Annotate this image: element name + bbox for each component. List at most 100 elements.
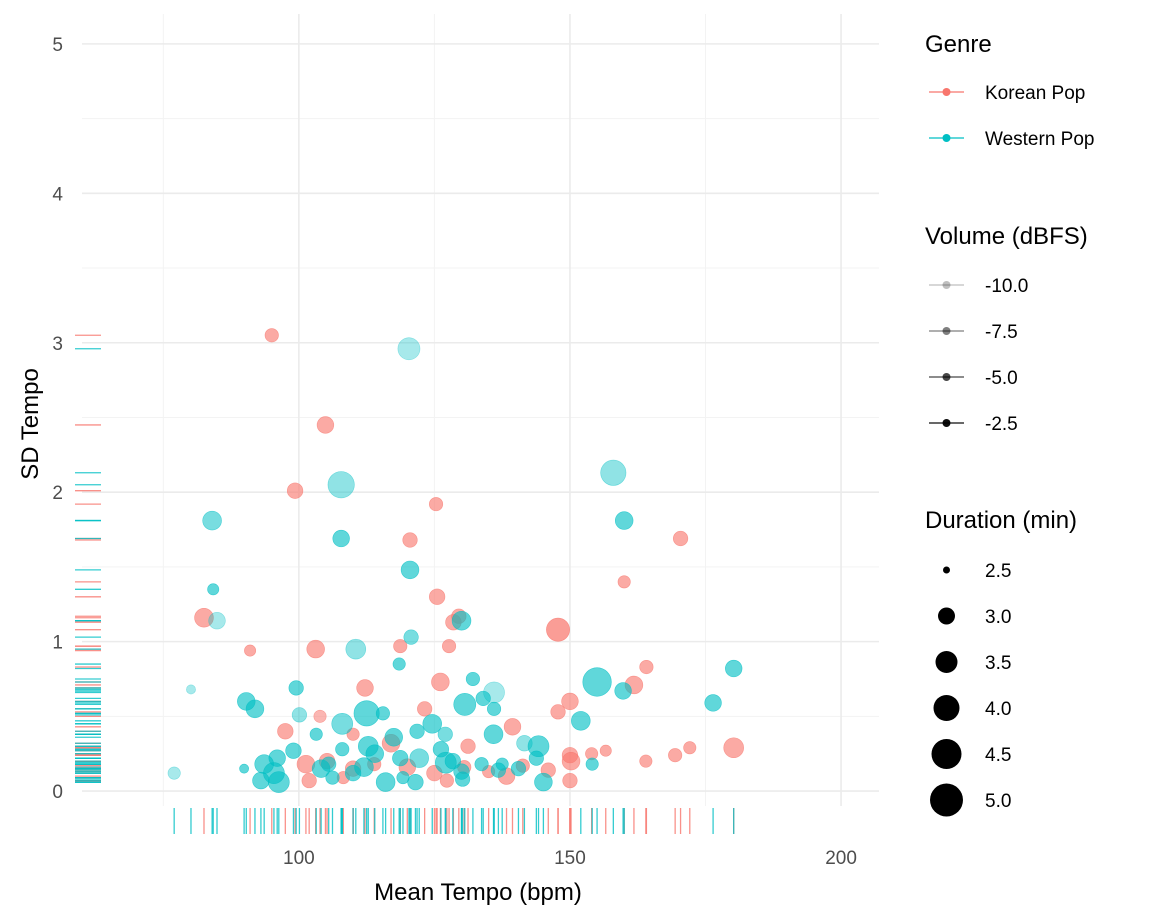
point-korean-pop	[683, 741, 697, 755]
legend-duration-dot	[943, 566, 950, 574]
point-korean-pop	[561, 692, 579, 711]
legend-genre: Genre Korean Pop Western Pop	[925, 31, 1094, 150]
x-axis-ticks: 100 150 200	[283, 848, 857, 869]
point-western-pop	[407, 773, 424, 791]
point-korean-pop	[723, 737, 744, 759]
point-korean-pop	[442, 639, 457, 654]
point-korean-pop	[561, 751, 581, 771]
legend-volume-entry-4: -2.5	[929, 414, 1018, 435]
legend-duration-label: 5.0	[985, 791, 1011, 812]
point-western-pop	[335, 742, 350, 757]
point-korean-pop	[194, 607, 214, 628]
legend-duration-label: 4.0	[985, 699, 1011, 720]
legend-volume-entry-1: -10.0	[929, 276, 1028, 297]
point-western-pop	[288, 680, 304, 696]
legend-duration-entry-3: 3.5	[935, 651, 1011, 674]
point-western-pop	[422, 714, 442, 734]
point-western-pop	[600, 459, 627, 486]
point-western-pop	[483, 724, 504, 745]
point-western-pop	[331, 712, 354, 735]
point-western-pop	[490, 762, 506, 778]
point-western-pop	[327, 471, 355, 499]
legend-duration-label: 3.5	[985, 653, 1011, 674]
point-western-pop	[353, 700, 380, 727]
point-western-pop	[527, 735, 550, 758]
legend-volume-entry-3: -5.0	[929, 368, 1018, 389]
point-western-pop	[325, 770, 340, 785]
legend-duration-title: Duration (min)	[925, 507, 1077, 534]
y-tick-label: 2	[52, 483, 63, 504]
scatter-points	[167, 328, 744, 793]
legend-korean-pop-label: Korean Pop	[985, 83, 1085, 104]
point-korean-pop	[562, 773, 578, 789]
grid-minor	[82, 14, 879, 806]
legend-duration-entry-6: 5.0	[930, 783, 1011, 817]
legend-duration-entry-2: 3.0	[938, 607, 1011, 628]
point-western-pop	[384, 728, 403, 747]
point-western-pop	[392, 657, 406, 671]
point-western-pop	[186, 684, 196, 695]
grid-major	[82, 14, 879, 806]
point-korean-pop	[393, 639, 408, 654]
legend-duration-label: 4.5	[985, 745, 1011, 766]
x-tick-label: 200	[825, 848, 857, 869]
legend-volume-label: -2.5	[985, 414, 1018, 435]
point-western-pop	[434, 751, 457, 774]
legend-duration-label: 2.5	[985, 561, 1011, 582]
point-korean-pop	[439, 773, 454, 788]
point-korean-pop	[431, 672, 450, 692]
y-tick-label: 3	[52, 334, 63, 355]
point-western-pop	[453, 693, 477, 716]
point-western-pop	[202, 510, 222, 531]
point-western-pop	[474, 757, 489, 772]
legend-volume-dot	[942, 327, 951, 335]
point-korean-pop	[306, 639, 325, 659]
legend-volume-entry-2: -7.5	[929, 322, 1018, 343]
legend-duration-label: 3.0	[985, 607, 1011, 628]
legend-duration-entry-4: 4.0	[933, 695, 1011, 721]
legend-volume-label: -7.5	[985, 322, 1018, 343]
point-korean-pop	[429, 497, 444, 512]
legend-genre-korean-pop: Korean Pop	[929, 83, 1085, 104]
legend-genre-title: Genre	[925, 31, 992, 58]
point-korean-pop	[503, 718, 522, 736]
point-western-pop	[585, 757, 599, 771]
point-korean-pop	[639, 659, 654, 675]
legend-duration-dot	[931, 739, 962, 769]
point-korean-pop	[277, 723, 294, 740]
point-western-pop	[582, 667, 612, 697]
point-korean-pop	[550, 704, 566, 720]
point-western-pop	[311, 759, 331, 778]
legend-duration-dot	[938, 607, 955, 625]
point-western-pop	[267, 771, 290, 793]
x-axis-title: Mean Tempo (bpm)	[374, 879, 582, 906]
point-western-pop	[285, 742, 302, 759]
point-western-pop	[208, 612, 226, 630]
point-western-pop	[614, 682, 632, 700]
point-korean-pop	[402, 532, 418, 548]
point-western-pop	[375, 706, 390, 721]
point-western-pop	[475, 690, 491, 706]
point-western-pop	[309, 727, 323, 741]
point-western-pop	[465, 671, 480, 687]
y-tick-label: 4	[52, 184, 63, 205]
point-western-pop	[704, 694, 722, 712]
y-axis-title: SD Tempo	[17, 368, 44, 480]
point-western-pop	[725, 659, 743, 678]
legend-duration-dot	[930, 783, 963, 817]
point-korean-pop	[672, 530, 689, 547]
point-korean-pop	[313, 709, 327, 723]
point-korean-pop	[301, 773, 317, 789]
point-western-pop	[409, 723, 425, 739]
point-western-pop	[534, 772, 553, 792]
point-korean-pop	[264, 328, 279, 343]
legend-western-pop-label: Western Pop	[985, 129, 1094, 150]
point-korean-pop	[617, 575, 631, 589]
legend-duration-dot	[935, 651, 958, 673]
legend-duration-entry-5: 4.5	[931, 739, 1011, 769]
legend-korean-pop-dot	[942, 88, 951, 96]
point-western-pop	[239, 763, 249, 774]
point-western-pop	[345, 638, 367, 660]
y-tick-label: 5	[52, 35, 63, 56]
y-axis-ticks: 0 1 2 3 4 5	[52, 35, 63, 803]
